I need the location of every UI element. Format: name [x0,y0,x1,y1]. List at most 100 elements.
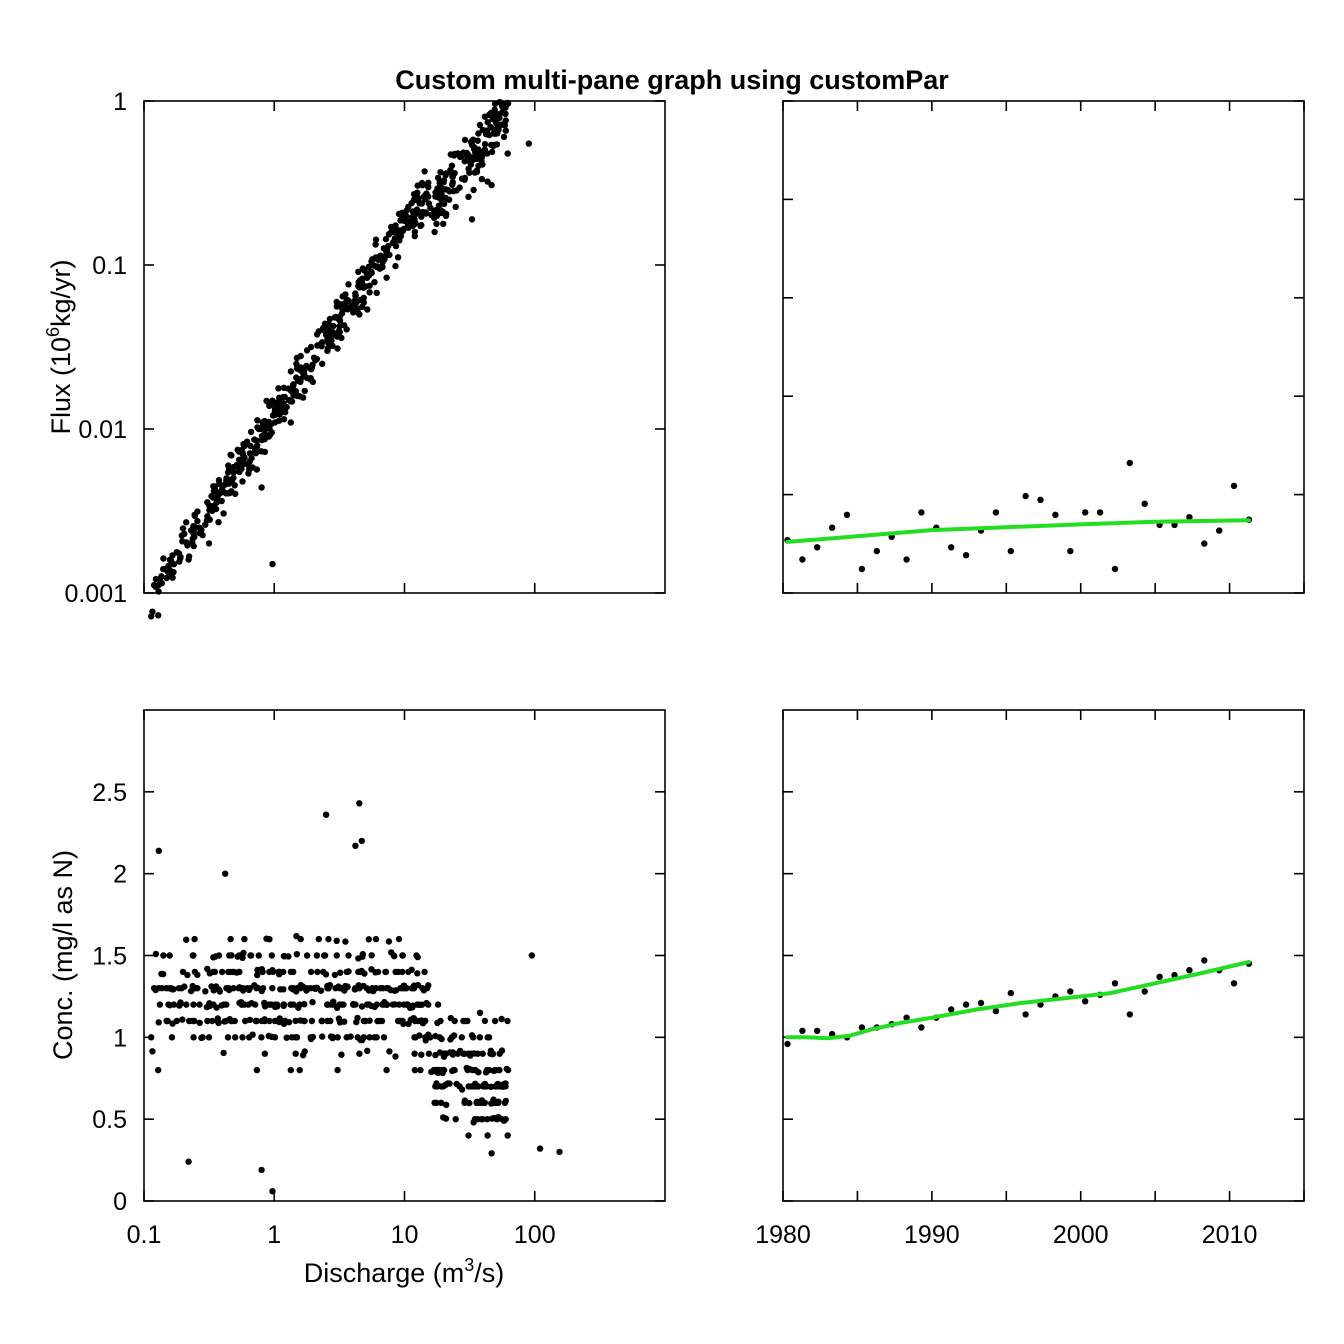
conc-discharge-point [387,986,394,994]
flux-discharge-point [355,279,362,286]
flux-discharge-point [445,196,453,203]
conc-discharge-point [368,952,375,959]
panel-frame-top-left [143,100,666,594]
flux-discharge-point [247,442,254,450]
conc-year-point [784,1040,791,1048]
conc-discharge-point [192,985,199,992]
flux-discharge-point [440,220,447,227]
conc-discharge-point [417,1066,424,1074]
conc-discharge-point [488,1150,495,1157]
conc-discharge-point [326,981,334,989]
conc-discharge-point [343,968,350,976]
flux-year-point [843,511,851,518]
conc-discharge-point [392,1053,399,1060]
flux-discharge-point [488,148,496,156]
flux-year-point [1067,547,1074,555]
chart-title: Custom multi-pane graph using customPar [395,65,949,95]
flux-tick-label: 1 [113,88,127,116]
conc-discharge-point [474,1050,481,1057]
flux-tick-label: 0.01 [78,416,127,444]
conc-discharge-point [331,971,339,979]
conc-discharge-point [269,968,277,976]
flux-discharge-point [185,556,192,563]
flux-discharge-point [433,220,440,227]
conc-discharge-point [293,932,300,940]
flux-discharge-point [391,226,398,234]
panel-frame-top-right [782,100,1305,594]
conc-discharge-point [334,1034,341,1041]
conc-discharge-point [232,1034,239,1041]
flux-discharge-point [314,342,321,349]
conc-year-point [948,1006,955,1013]
conc-discharge-point [458,1086,466,1093]
conc-discharge-point [502,1097,509,1105]
flux-discharge-point [495,111,503,118]
flux-trend-line [785,518,1251,544]
conc-discharge-point [382,968,390,976]
conc-discharge-point [246,1016,254,1024]
conc-year-point [918,1024,925,1031]
conc-discharge-point [160,952,167,959]
flux-year-point [1111,565,1119,573]
conc-discharge-point [380,1034,388,1041]
conc-discharge-point [263,935,270,942]
flux-discharge-point [452,203,459,211]
flux-year-point [1201,540,1208,547]
flux-discharge-point [234,446,241,453]
flux-discharge-point [504,150,511,157]
flux-discharge-point [287,398,294,405]
conc-discharge-point [322,971,330,978]
flux-discharge-point [362,283,369,290]
conc-discharge-point [259,985,267,992]
flux-year-point [903,556,910,563]
conc-discharge-point [155,1066,162,1074]
conc-discharge-point [303,952,311,959]
flux-discharge-point [465,193,472,200]
flux-year-point [992,509,1000,516]
flux-discharge-point [269,397,276,404]
conc-discharge-point [332,985,339,992]
conc-discharge-point [442,1081,449,1089]
flux-discharge-point [481,141,489,148]
flux-discharge-point [359,265,366,272]
conc-discharge-point [407,1016,414,1023]
flux-discharge-point [525,140,532,147]
flux-discharge-point [334,330,341,337]
conc-discharge-point [498,1115,506,1123]
flux-discharge-point [374,263,381,270]
conc-discharge-point [329,1033,336,1041]
flux-discharge-point [206,516,213,523]
flux-discharge-point [238,456,245,463]
conc-discharge-point [495,1099,502,1107]
flux-tick-label: 0.001 [64,580,127,608]
conc-discharge-point [276,971,283,978]
flux-discharge-point [341,322,348,329]
conc-discharge-point [285,953,292,960]
flux-discharge-point [267,431,274,438]
conc-discharge-point [280,1001,288,1008]
conc-discharge-point [239,954,246,962]
flux-discharge-point [447,151,454,158]
flux-discharge-point [215,519,222,526]
flux-discharge-point [461,174,469,182]
conc-discharge-point [287,1066,294,1074]
conc-discharge-point [374,1017,381,1025]
conc-discharge-point [484,1116,491,1123]
flux-discharge-point [330,322,337,330]
conc-discharge-point [391,1001,399,1008]
conc-discharge-point [261,1017,268,1025]
conc-discharge-point [199,1034,206,1041]
flux-axis-title-suffix: kg/yr) [46,259,76,327]
conc-discharge-point [383,1001,391,1008]
flux-discharge-point [345,281,352,288]
flux-discharge-point [178,532,185,539]
conc-discharge-point [352,1001,359,1008]
flux-discharge-point [253,466,261,473]
flux-discharge-point [196,524,203,531]
flux-discharge-point [236,467,243,475]
conc-discharge-point [415,1017,422,1025]
flux-discharge-point [359,303,366,310]
flux-year-point [814,544,821,551]
conc-discharge-point [340,1001,347,1008]
